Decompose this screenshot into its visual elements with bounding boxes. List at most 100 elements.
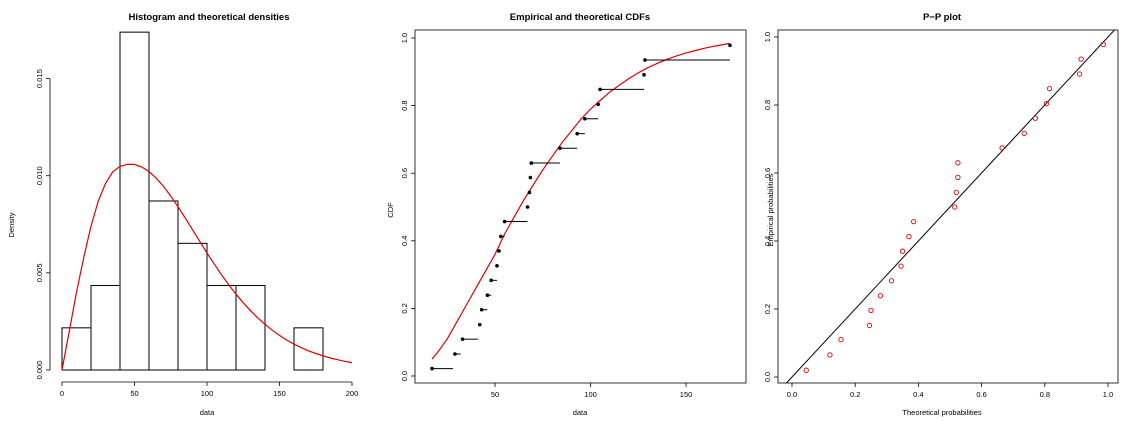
histogram-panel: Histogram and theoretical densities data… [7, 12, 358, 417]
pp-xlabel: Theoretical probabilities [902, 408, 981, 417]
histogram-bar-5 [206, 284, 237, 371]
histogram-xlabel: data [200, 408, 215, 417]
pp-plot-frame [777, 29, 1119, 384]
ecdf-point-9 [498, 234, 503, 239]
ecdf-point-15 [558, 146, 562, 150]
pp-y-tick-label-2: 0.4 [763, 236, 772, 246]
pp-point-21 [1078, 56, 1084, 62]
cdf-y-tick-label-0: 0.0 [400, 371, 409, 381]
pp-point-6 [888, 278, 895, 284]
ecdf-point-11 [525, 205, 530, 209]
pp-panel: P−P plot Theoretical probabilities Empir… [763, 12, 1119, 417]
histogram-x-tick-label-0: 0 [60, 389, 64, 398]
ecdf-point-6 [489, 278, 494, 283]
ecdf-point-3 [477, 322, 482, 327]
pp-point-19 [1046, 86, 1053, 92]
histogram-title: Histogram and theoretical densities [128, 12, 289, 23]
ecdf-point-21 [643, 58, 647, 62]
ecdf-point-8 [497, 249, 501, 253]
histogram-x-tick-label-4: 200 [346, 389, 359, 398]
ecdf-point-18 [596, 102, 600, 107]
ecdf-point-17 [583, 116, 587, 121]
histogram-y-tick-label-2: 0.010 [35, 166, 44, 185]
cdf-ylabel: CDF [386, 202, 395, 218]
pp-x-tick-label-1: 0.2 [850, 390, 860, 399]
pp-point-13 [955, 174, 961, 181]
cdf-panel: Empirical and theoretical CDFs data CDF … [386, 12, 747, 417]
pp-point-16 [1021, 130, 1027, 136]
cdf-y-tick-label-2: 0.4 [400, 236, 409, 246]
pp-point-14 [955, 160, 961, 166]
ecdf-point-22 [728, 43, 732, 48]
histogram-x-tick-label-1: 50 [130, 389, 138, 398]
pp-point-12 [953, 189, 959, 196]
pp-x-tick-label-0: 0.0 [787, 390, 797, 399]
histogram-ylabel: Density [7, 212, 16, 237]
ecdf-point-4 [479, 307, 484, 312]
pp-x-tick-label-3: 0.6 [976, 390, 986, 399]
pp-y-tick-label-5: 1.0 [763, 32, 772, 42]
pp-point-10 [911, 218, 917, 225]
pp-point-7 [898, 263, 904, 269]
pp-point-11 [952, 204, 958, 210]
pp-ylabel: Empirical probabilities [766, 173, 775, 246]
pp-point-8 [899, 248, 906, 254]
histogram-x-tick-label-2: 100 [201, 389, 214, 398]
ecdf-point-5 [485, 293, 490, 298]
ecdf-point-2 [460, 337, 465, 341]
pp-point-20 [1076, 71, 1083, 77]
histogram-bar-4 [177, 242, 208, 371]
pp-point-3 [866, 322, 873, 328]
pp-point-15 [999, 145, 1005, 151]
ecdf-point-1 [453, 352, 457, 356]
histogram-y-tick-label-0: 0.000 [35, 361, 44, 380]
pp-point-4 [868, 307, 874, 314]
pp-point-2 [838, 336, 844, 343]
histogram-x-tick-label-3: 150 [273, 389, 286, 398]
theoretical-cdf-curve [431, 42, 731, 360]
pp-x-tick-label-5: 1.0 [1103, 390, 1113, 399]
cdf-xlabel: data [573, 408, 588, 417]
pp-point-22 [1100, 41, 1106, 48]
pp-y-tick-label-4: 0.8 [763, 100, 772, 110]
pp-point-9 [906, 233, 912, 240]
ecdf-point-20 [642, 73, 646, 77]
density-curve [61, 163, 353, 371]
ecdf-point-14 [529, 161, 534, 165]
histogram-y-tick-label-1: 0.005 [35, 263, 44, 282]
histogram-bar-8 [293, 327, 324, 371]
cdf-x-tick-label-2: 150 [680, 390, 693, 399]
pp-x-tick-label-2: 0.4 [913, 390, 923, 399]
cdf-y-tick-label-4: 0.8 [400, 100, 409, 110]
pp-title: P−P plot [923, 12, 962, 23]
ecdf-point-7 [495, 264, 499, 268]
histogram-bar-6 [235, 284, 266, 371]
ecdf-point-16 [575, 131, 579, 136]
ecdf-point-13 [528, 175, 533, 180]
cdf-plot-frame [414, 29, 747, 384]
histogram-bar-1 [90, 284, 121, 371]
pp-y-tick-label-0: 0.0 [763, 372, 772, 382]
cdf-y-tick-label-5: 1.0 [400, 33, 409, 43]
pp-reference-line [785, 30, 1116, 383]
pp-point-0 [803, 367, 809, 373]
pp-point-18 [1043, 100, 1050, 107]
ecdf-point-12 [527, 190, 532, 195]
ecdf-point-0 [430, 366, 434, 371]
pp-y-tick-label-3: 0.6 [763, 168, 772, 178]
pp-x-tick-label-4: 0.8 [1040, 390, 1050, 399]
cdf-y-tick-label-1: 0.2 [400, 303, 409, 313]
histogram-bar-3 [148, 200, 179, 371]
cdf-x-tick-label-1: 100 [584, 390, 597, 399]
histogram-bar-2 [119, 31, 150, 371]
cdf-title: Empirical and theoretical CDFs [510, 12, 650, 23]
histogram-y-tick-label-3: 0.015 [35, 69, 44, 88]
ecdf-point-19 [598, 87, 602, 92]
pp-point-17 [1032, 115, 1038, 121]
pp-point-1 [827, 352, 833, 358]
pp-y-tick-label-1: 0.2 [763, 304, 772, 314]
cdf-x-tick-label-0: 50 [491, 390, 499, 399]
pp-point-5 [877, 293, 884, 299]
ecdf-point-10 [502, 219, 507, 224]
